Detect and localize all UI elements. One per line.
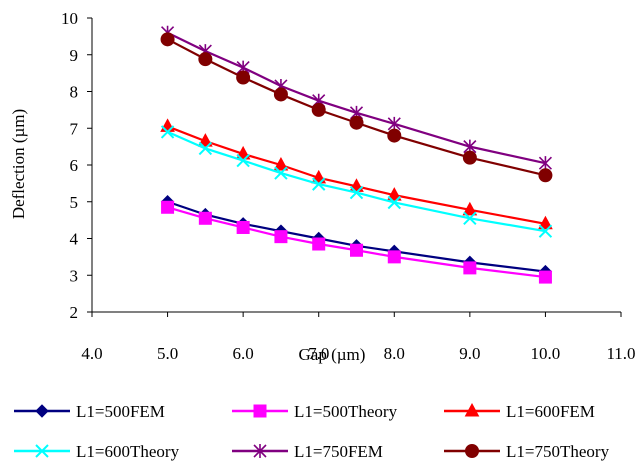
- x-tick-label: 11.0: [606, 344, 635, 363]
- y-tick-label: 6: [70, 156, 79, 175]
- data-point: [273, 156, 289, 171]
- data-point: [236, 220, 250, 234]
- legend-label: L1=600Theory: [76, 442, 180, 461]
- data-point: [387, 116, 401, 131]
- y-axis-title: Deflection (µm): [9, 109, 28, 219]
- y-tick-label: 8: [70, 83, 79, 102]
- data-point: [538, 215, 553, 230]
- series-L1=750Theory: [160, 32, 553, 183]
- data-point: [274, 230, 288, 244]
- legend-label: L1=500FEM: [76, 402, 165, 421]
- data-point: [161, 200, 175, 214]
- tick-labels: 2 3 4 5 6 7 8 9 10 4.0 5.0 6.0 7.0 8.0 9.0 10.0 11.0: [61, 9, 636, 363]
- data-point: [462, 150, 477, 165]
- legend-item: L1=500Theory: [232, 402, 398, 421]
- y-tick-label: 3: [70, 266, 79, 285]
- y-tick-label: 10: [61, 9, 78, 28]
- x-tick-label: 6.0: [233, 344, 254, 363]
- data-point: [538, 156, 552, 171]
- series-group: [160, 25, 553, 284]
- x-tick-label: 5.0: [157, 344, 178, 363]
- y-tick-label: 4: [70, 230, 79, 249]
- legend-item: L1=750FEM: [232, 442, 383, 461]
- data-point: [463, 261, 477, 275]
- data-point: [160, 125, 175, 139]
- data-point: [311, 102, 326, 117]
- legend-item: L1=750Theory: [444, 442, 610, 461]
- legend-swatch-marker: [35, 444, 49, 458]
- x-tick-label: 4.0: [81, 344, 102, 363]
- data-point: [387, 195, 401, 210]
- data-point: [538, 270, 552, 284]
- data-point: [273, 87, 288, 102]
- legend: L1=500FEM L1=500Theory L1=600FEM L1=600Theo…: [14, 402, 610, 461]
- data-point: [312, 237, 326, 251]
- legend-label: L1=750FEM: [294, 442, 383, 461]
- legend-swatch-marker: [464, 402, 480, 417]
- y-tick-label: 2: [70, 303, 79, 322]
- data-point: [312, 177, 326, 191]
- data-point: [462, 201, 478, 216]
- legend-item: L1=500FEM: [14, 402, 165, 421]
- series-L1=600Theory: [160, 125, 553, 238]
- data-point: [386, 187, 402, 201]
- x-tick-label: 8.0: [384, 344, 405, 363]
- data-point: [198, 141, 213, 156]
- y-tick-label: 5: [70, 193, 79, 212]
- data-point: [198, 211, 212, 225]
- x-axis-title: Gap (µm): [299, 345, 366, 364]
- data-point: [274, 166, 288, 180]
- legend-item: L1=600Theory: [14, 442, 180, 461]
- legend-swatch-marker: [253, 444, 267, 458]
- legend-label: L1=500Theory: [294, 402, 398, 421]
- data-point: [160, 32, 175, 47]
- data-point: [387, 128, 402, 143]
- data-point: [349, 115, 364, 130]
- legend-label: L1=750Theory: [506, 442, 610, 461]
- data-point: [538, 224, 553, 238]
- legend-swatch-marker: [35, 404, 49, 418]
- y-tick-label: 7: [70, 119, 79, 138]
- data-point: [198, 52, 213, 67]
- data-point: [387, 250, 401, 264]
- data-point: [463, 211, 477, 225]
- legend-swatch-marker: [253, 404, 267, 418]
- legend-item: L1=600FEM: [444, 402, 595, 421]
- data-point: [349, 185, 364, 200]
- axes: [87, 17, 622, 317]
- series-L1=500Theory: [161, 200, 552, 284]
- x-tick-label: 9.0: [459, 344, 480, 363]
- data-point: [198, 133, 213, 147]
- x-tick-label: 10.0: [531, 344, 561, 363]
- data-point: [350, 243, 363, 257]
- data-point: [236, 153, 250, 168]
- x-tick-label: 7.0: [308, 344, 329, 363]
- legend-swatch-marker: [465, 444, 479, 458]
- data-point: [236, 70, 251, 85]
- data-point: [538, 168, 553, 183]
- y-tick-label: 9: [70, 46, 79, 65]
- legend-label: L1=600FEM: [506, 402, 595, 421]
